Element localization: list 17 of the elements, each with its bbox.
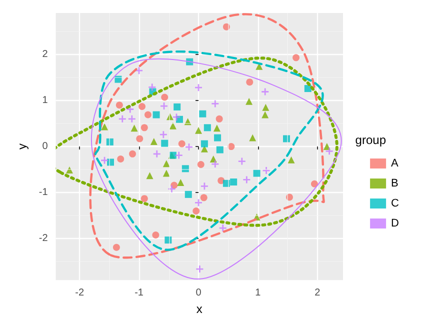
x-tick-label: 2 [314, 288, 321, 299]
y-axis-title: y [15, 144, 29, 150]
x-axis-title: x [196, 302, 202, 316]
legend-label: B [391, 178, 398, 190]
y-tick-label: -1 [38, 187, 48, 198]
x-tick-label: 1 [255, 288, 262, 299]
y-tick-label: 0 [42, 141, 48, 152]
y-tick-label: 1 [42, 95, 48, 106]
x-tick-label: -2 [75, 288, 84, 299]
y-tick-label: 2 [42, 48, 48, 60]
legend-label: A [391, 158, 400, 170]
legend-title: group [355, 133, 386, 147]
x-tick-label: 0 [196, 288, 202, 299]
x-tick-label: -1 [134, 288, 144, 299]
legend-label: C [391, 198, 400, 210]
y-tick-label: -2 [38, 233, 48, 244]
legend-label: D [391, 218, 400, 230]
